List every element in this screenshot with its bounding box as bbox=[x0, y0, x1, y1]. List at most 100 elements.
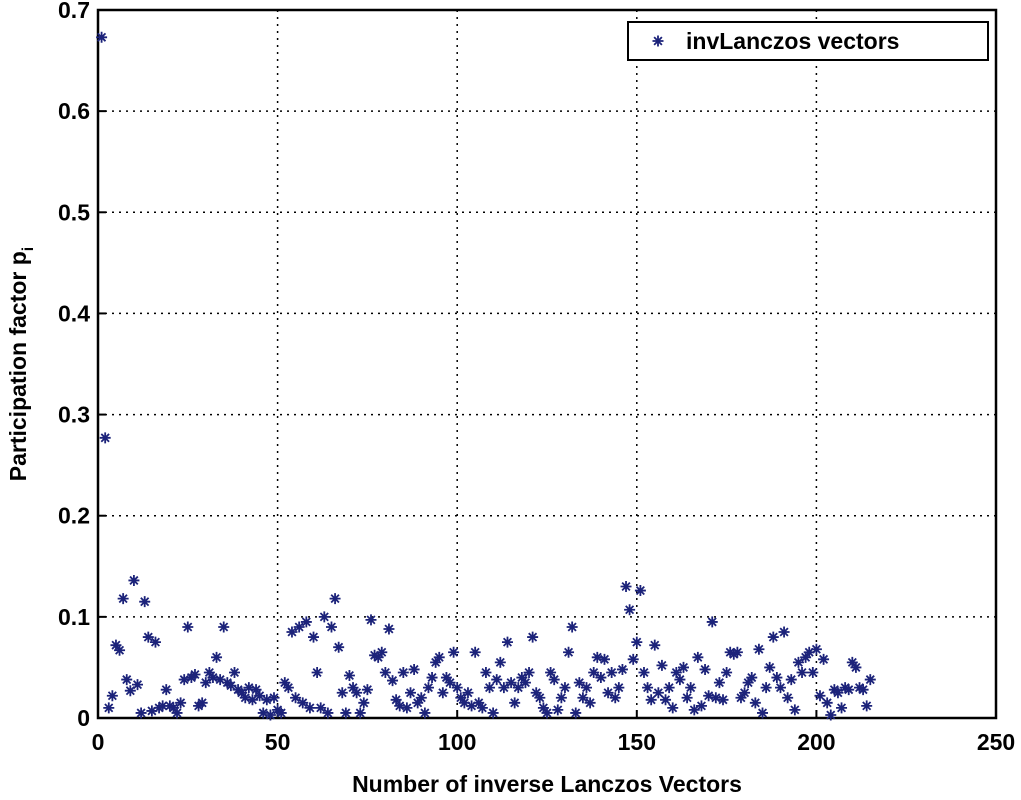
point bbox=[821, 697, 833, 709]
point bbox=[311, 666, 323, 678]
point bbox=[767, 631, 779, 643]
point bbox=[609, 692, 621, 704]
point bbox=[203, 666, 215, 678]
point bbox=[412, 697, 424, 709]
point bbox=[167, 702, 179, 714]
point bbox=[670, 666, 682, 678]
point bbox=[440, 672, 452, 684]
point bbox=[473, 697, 485, 709]
point bbox=[627, 653, 639, 665]
point bbox=[257, 707, 269, 719]
point bbox=[372, 651, 384, 663]
point bbox=[810, 643, 822, 655]
point bbox=[832, 687, 844, 699]
legend-marker bbox=[652, 35, 664, 47]
point bbox=[304, 702, 316, 714]
point bbox=[300, 616, 312, 628]
point bbox=[717, 694, 729, 706]
point bbox=[264, 709, 276, 721]
point bbox=[211, 651, 223, 663]
point bbox=[106, 690, 118, 702]
point bbox=[688, 704, 700, 716]
y-tick-label: 0.1 bbox=[58, 604, 90, 630]
point bbox=[189, 669, 201, 681]
point bbox=[487, 707, 499, 719]
point bbox=[613, 682, 625, 694]
plot-frame bbox=[96, 8, 998, 720]
point bbox=[243, 682, 255, 694]
point bbox=[228, 666, 240, 678]
point bbox=[96, 31, 108, 43]
x-tick-label: 150 bbox=[618, 729, 656, 755]
point bbox=[581, 682, 593, 694]
point bbox=[175, 697, 187, 709]
point bbox=[649, 639, 661, 651]
point bbox=[753, 643, 765, 655]
point bbox=[117, 593, 129, 605]
point bbox=[742, 677, 754, 689]
x-axis-label: Number of inverse Lanczos Vectors bbox=[352, 771, 742, 797]
point bbox=[800, 651, 812, 663]
point bbox=[541, 707, 553, 719]
point bbox=[225, 680, 237, 692]
y-tick-label: 0 bbox=[77, 705, 90, 731]
point bbox=[484, 682, 496, 694]
point bbox=[376, 646, 388, 658]
point bbox=[559, 682, 571, 694]
point bbox=[397, 666, 409, 678]
point bbox=[325, 621, 337, 633]
point bbox=[239, 692, 251, 704]
point bbox=[318, 611, 330, 623]
point bbox=[297, 697, 309, 709]
point bbox=[491, 674, 503, 686]
point bbox=[685, 682, 697, 694]
point bbox=[358, 697, 370, 709]
point bbox=[548, 674, 560, 686]
point bbox=[631, 636, 643, 648]
point bbox=[157, 700, 169, 712]
point bbox=[796, 666, 808, 678]
point bbox=[466, 700, 478, 712]
x-tick-label: 0 bbox=[92, 729, 105, 755]
point bbox=[710, 692, 722, 704]
point bbox=[764, 661, 776, 673]
y-tick-label: 0.6 bbox=[58, 98, 90, 124]
point bbox=[164, 700, 176, 712]
point bbox=[735, 692, 747, 704]
point bbox=[814, 690, 826, 702]
point bbox=[588, 666, 600, 678]
y-tick-label: 0.2 bbox=[58, 503, 90, 529]
point bbox=[573, 677, 585, 689]
point bbox=[433, 651, 445, 663]
point bbox=[401, 702, 413, 714]
point bbox=[519, 677, 531, 689]
point bbox=[135, 707, 147, 719]
point bbox=[595, 672, 607, 684]
point bbox=[250, 684, 262, 696]
point bbox=[444, 677, 456, 689]
point bbox=[142, 631, 154, 643]
point bbox=[509, 697, 521, 709]
point bbox=[850, 661, 862, 673]
point bbox=[451, 682, 463, 694]
point bbox=[322, 707, 334, 719]
point bbox=[146, 705, 158, 717]
point bbox=[279, 677, 291, 689]
point bbox=[214, 674, 226, 686]
point bbox=[379, 666, 391, 678]
point bbox=[803, 646, 815, 658]
point bbox=[566, 621, 578, 633]
point bbox=[437, 687, 449, 699]
point bbox=[785, 674, 797, 686]
point bbox=[778, 626, 790, 638]
y-axis-label-main: Participation factor p bbox=[5, 251, 31, 481]
point bbox=[268, 692, 280, 704]
point bbox=[340, 707, 352, 719]
point bbox=[476, 702, 488, 714]
point bbox=[236, 687, 248, 699]
point bbox=[598, 653, 610, 665]
point bbox=[706, 616, 718, 628]
point bbox=[329, 593, 341, 605]
point bbox=[645, 694, 657, 706]
